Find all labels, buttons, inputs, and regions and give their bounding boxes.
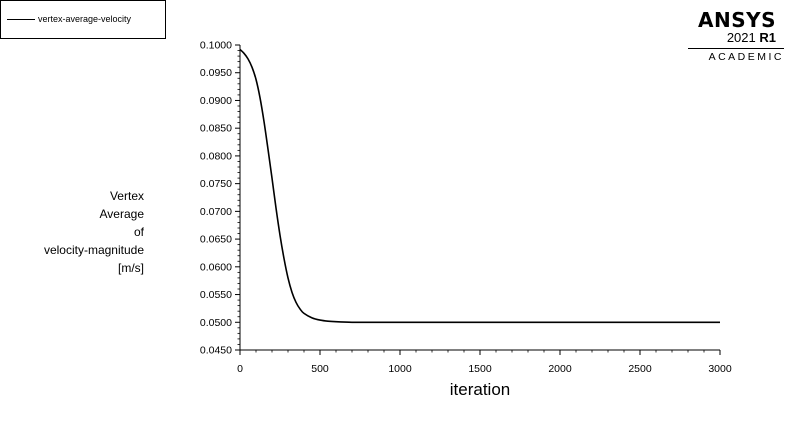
logo-rule: [688, 48, 784, 49]
y-tick-label: 0.0550: [200, 289, 232, 301]
y-axis-label-line: velocity-magnitude: [43, 243, 144, 257]
legend-box: vertex-average-velocity: [0, 0, 166, 39]
y-tick-label: 0.0700: [200, 206, 232, 218]
axes: 0.0450 0.0500 0.0550 0.0600 0.0650 0.0700 0.07…: [200, 40, 732, 376]
y-axis-label-line: Vertex: [109, 189, 144, 203]
y-tick-label: 0.0850: [200, 123, 232, 135]
logo-release: R1: [759, 30, 776, 45]
x-tick-label: 1000: [388, 363, 412, 375]
y-axis-label-line: of: [133, 225, 144, 239]
x-axis-label: iteration: [449, 380, 511, 399]
x-tick-label: 2000: [548, 363, 572, 375]
y-tick-label: 0.1000: [200, 40, 232, 52]
y-tick-label: 0.0600: [200, 261, 232, 273]
logo-version-year: 2021: [726, 30, 756, 45]
y-axis-label: Vertex Average of velocity-magnitude [m/…: [10, 187, 144, 277]
y-tick-label: 0.0900: [200, 95, 232, 107]
y-tick-label: 0.0650: [200, 234, 232, 246]
legend-line-swatch: [7, 19, 35, 20]
x-tick-label: 500: [311, 363, 329, 375]
series-line-vertex-average-velocity: [239, 48, 720, 324]
y-tick-label: 0.0500: [200, 317, 232, 329]
x-tick-label: 2500: [628, 363, 652, 375]
series-layer: [239, 48, 720, 324]
y-tick-label: 0.0800: [200, 150, 232, 162]
y-tick-label: 0.0750: [200, 178, 232, 190]
x-tick-label: 0: [237, 363, 243, 375]
logo-brand: ANSYS: [697, 8, 776, 32]
legend-label: vertex-average-velocity: [38, 14, 132, 24]
y-axis-label-line: [m/s]: [118, 261, 144, 275]
x-tick-label: 1500: [468, 363, 492, 375]
ansys-logo: ANSYS 2021 R1 ACADEMIC: [680, 6, 790, 66]
x-tick-label: 3000: [708, 363, 732, 375]
y-axis-label-line: Average: [99, 207, 144, 221]
y-tick-label: 0.0950: [200, 67, 232, 79]
y-tick-label: 0.0450: [200, 345, 232, 357]
logo-edition: ACADEMIC: [708, 51, 784, 63]
logo-version: 2021 R1: [727, 30, 776, 45]
